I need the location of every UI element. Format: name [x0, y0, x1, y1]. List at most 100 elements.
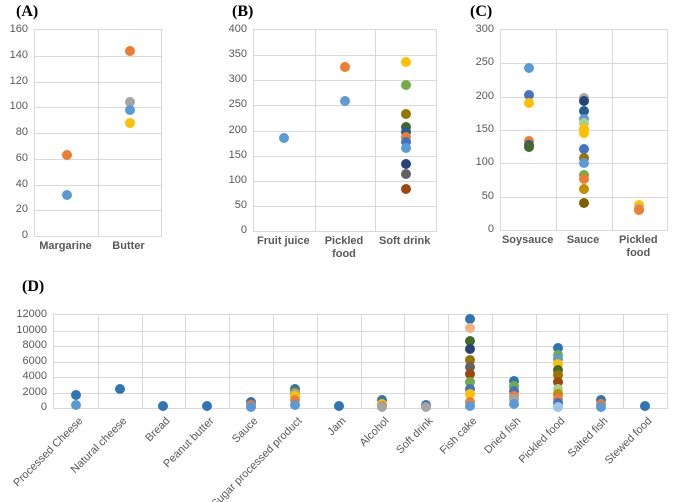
data-point — [508, 399, 519, 410]
plot-area-B — [253, 29, 437, 232]
data-point — [508, 385, 519, 396]
y-tick-label: 100 — [475, 156, 494, 169]
data-point — [579, 158, 589, 169]
data-point — [400, 109, 411, 120]
data-point — [279, 132, 290, 143]
x-category-label: Pickled food — [324, 235, 364, 260]
data-point — [464, 400, 475, 411]
gridline — [254, 205, 436, 207]
data-point — [246, 402, 257, 413]
gridline — [185, 315, 187, 408]
gridline — [501, 196, 667, 198]
data-point — [61, 189, 72, 200]
plot-area-D — [53, 313, 668, 413]
data-point — [333, 400, 344, 411]
y-tick-label: 0 — [40, 401, 47, 413]
x-category-label: Soysauce — [501, 234, 554, 246]
y-tick-label: 200 — [475, 89, 494, 102]
data-point — [579, 105, 589, 116]
y-tick-label: 150 — [475, 123, 494, 135]
y-tick-label: 300 — [228, 73, 247, 86]
x-category-label: Margarine — [39, 240, 92, 252]
y-tick-label: 50 — [234, 198, 247, 211]
y-tick-label: 200 — [228, 123, 247, 136]
data-point — [579, 197, 589, 208]
gridline — [229, 315, 231, 408]
gridline — [448, 315, 450, 408]
chart-panel-A: (A) 0 20 40 60 80 100 120 140 160 Margarine Butter — [4, 3, 162, 325]
data-point — [400, 57, 411, 68]
y-tick-label: 100 — [9, 100, 28, 113]
gridline — [623, 315, 625, 408]
data-point — [552, 389, 563, 400]
y-tick-label: 150 — [228, 148, 247, 161]
data-point — [464, 313, 475, 324]
chart-panel-D: (D) 0 2000 4000 6000 8000 10000 12000 Processed … — [8, 278, 668, 502]
data-point — [552, 343, 563, 354]
data-point — [124, 104, 135, 115]
gridline — [404, 315, 406, 408]
plot-area-C — [500, 29, 668, 231]
data-point — [400, 168, 411, 179]
data-point — [523, 63, 534, 73]
data-point — [377, 401, 388, 412]
data-point — [552, 377, 563, 388]
gridline — [556, 30, 558, 230]
x-category-label: Butter — [112, 240, 145, 252]
gridline — [491, 315, 493, 408]
gridline — [314, 30, 316, 231]
data-point — [400, 136, 411, 147]
data-point — [340, 62, 350, 73]
data-point — [202, 400, 213, 411]
y-tick-label: 250 — [228, 98, 247, 111]
data-point — [552, 365, 563, 376]
data-point — [523, 90, 534, 101]
data-point — [421, 402, 432, 413]
y-tick-label: 0 — [21, 229, 28, 241]
data-point — [523, 142, 534, 153]
y-tick-label: 8000 — [22, 339, 47, 351]
data-point — [124, 97, 135, 108]
gridline — [375, 30, 377, 231]
y-tick-label: 12000 — [16, 308, 47, 320]
y-tick-label: 60 — [15, 151, 28, 164]
gridline — [254, 55, 436, 57]
data-point — [464, 368, 475, 379]
data-point — [579, 127, 589, 138]
y-tick-label: 4000 — [22, 370, 47, 382]
data-point — [552, 401, 563, 412]
gridline — [579, 315, 581, 408]
gridline — [254, 155, 436, 157]
data-point — [124, 117, 135, 128]
data-point — [400, 126, 411, 137]
data-point — [124, 45, 135, 56]
data-point — [464, 354, 475, 365]
chart-panel-B: (B) 0 50 100 150 200 250 300 350 400 Fruit juice Pi… — [224, 3, 437, 320]
y-tick-label: 120 — [9, 74, 28, 87]
gridline — [254, 130, 436, 132]
data-point — [464, 344, 475, 355]
data-point — [400, 131, 411, 142]
y-tick-label: 250 — [475, 56, 494, 69]
panel-label-B: (B) — [232, 3, 254, 20]
data-point — [158, 400, 169, 411]
data-point — [70, 389, 81, 400]
gridline — [501, 63, 667, 65]
data-point — [464, 377, 475, 388]
gridline — [254, 80, 436, 82]
y-tick-label: 40 — [15, 177, 28, 190]
y-tick-label: 140 — [9, 48, 28, 61]
data-point — [400, 158, 411, 169]
y-tick-label: 100 — [228, 173, 247, 186]
data-point — [579, 95, 589, 106]
y-tick-label: 50 — [481, 189, 494, 202]
data-point — [552, 358, 563, 369]
data-point — [579, 144, 589, 155]
y-tick-label: 80 — [15, 126, 28, 138]
gridline — [141, 315, 143, 408]
panel-label-C: (C) — [470, 3, 493, 20]
data-point — [579, 173, 589, 184]
y-tick-label: 0 — [487, 223, 494, 235]
y-tick-label: 10000 — [16, 323, 47, 336]
panel-label-D: (D) — [22, 278, 45, 295]
